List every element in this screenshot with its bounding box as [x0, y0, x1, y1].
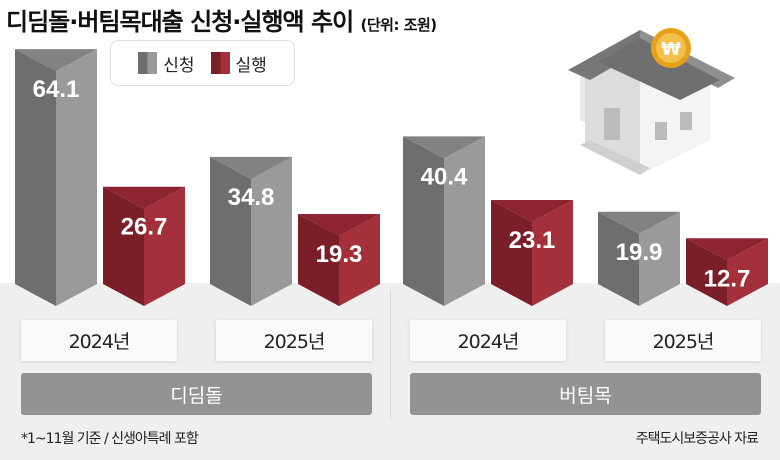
source-note: 주택도시보증공사 자료: [635, 431, 759, 447]
bar-execute-top-face: [298, 213, 380, 236]
svg-text:₩: ₩: [661, 39, 681, 60]
bar-execute-top-face: [686, 238, 768, 261]
bar-execute-right-face: [727, 238, 768, 306]
year-label: 2025년: [216, 320, 372, 361]
bar-value-label: 34.8: [228, 184, 275, 211]
title-text: 디딤돌·버팀목대출 신청·실행액 추이: [6, 8, 354, 36]
group-divider: [390, 290, 391, 420]
year-label: 2024년: [21, 320, 177, 361]
bar-apply-right-face: [639, 211, 680, 306]
bar-execute-left-face: [491, 199, 532, 306]
bar-execute-right-face: [144, 186, 185, 306]
year-label: 2025년: [605, 320, 761, 361]
bar-apply-left-face: [403, 136, 444, 306]
legend: 신청 실행: [110, 40, 295, 86]
legend-item-execute: 실행: [210, 51, 267, 76]
legend-item-apply: 신청: [138, 51, 195, 76]
house-coin-illustration: ₩: [568, 28, 735, 175]
footnote: *1~11월 기준 / 신생아특례 포함: [21, 431, 199, 447]
bar-apply-top-face: [210, 156, 292, 179]
bar-value-label: 64.1: [33, 76, 80, 103]
bar-apply-top-face: [403, 136, 485, 159]
legend-swatch-apply: [138, 52, 158, 74]
bar-value-label: 19.9: [616, 239, 663, 266]
bar-execute-top-face: [491, 199, 573, 222]
bar-apply-right-face: [56, 49, 97, 306]
bar-execute-left-face: [298, 213, 339, 306]
bar-execute-top-face: [103, 186, 185, 209]
bar-apply-top-face: [15, 49, 97, 72]
bar-apply-left-face: [210, 156, 251, 306]
bar-apply-right-face: [444, 136, 485, 306]
bar-apply-right-face: [251, 156, 292, 306]
year-label: 2024년: [410, 320, 566, 361]
bar-value-label: 12.7: [704, 265, 751, 292]
chart-title: 디딤돌·버팀목대출 신청·실행액 추이 (단위: 조원): [6, 2, 437, 37]
bar-execute-right-face: [532, 199, 573, 306]
unit-label: (단위: 조원): [360, 16, 438, 34]
bar-apply-top-face: [598, 211, 680, 234]
group-label: 버팀목: [410, 373, 761, 415]
legend-swatch-execute: [210, 52, 230, 74]
bar-value-label: 19.3: [316, 241, 363, 268]
legend-label-execute: 실행: [235, 55, 267, 76]
bar-value-label: 23.1: [509, 227, 556, 254]
bar-apply-left-face: [598, 211, 639, 306]
legend-label-apply: 신청: [163, 55, 195, 76]
bar-value-label: 26.7: [121, 214, 168, 241]
bar-execute-left-face: [103, 186, 144, 306]
bar-execute-left-face: [686, 238, 727, 306]
group-label: 디딤돌: [21, 373, 372, 415]
bar-apply-left-face: [15, 49, 56, 306]
bar-value-label: 40.4: [421, 163, 468, 190]
bar-execute-right-face: [339, 213, 380, 306]
